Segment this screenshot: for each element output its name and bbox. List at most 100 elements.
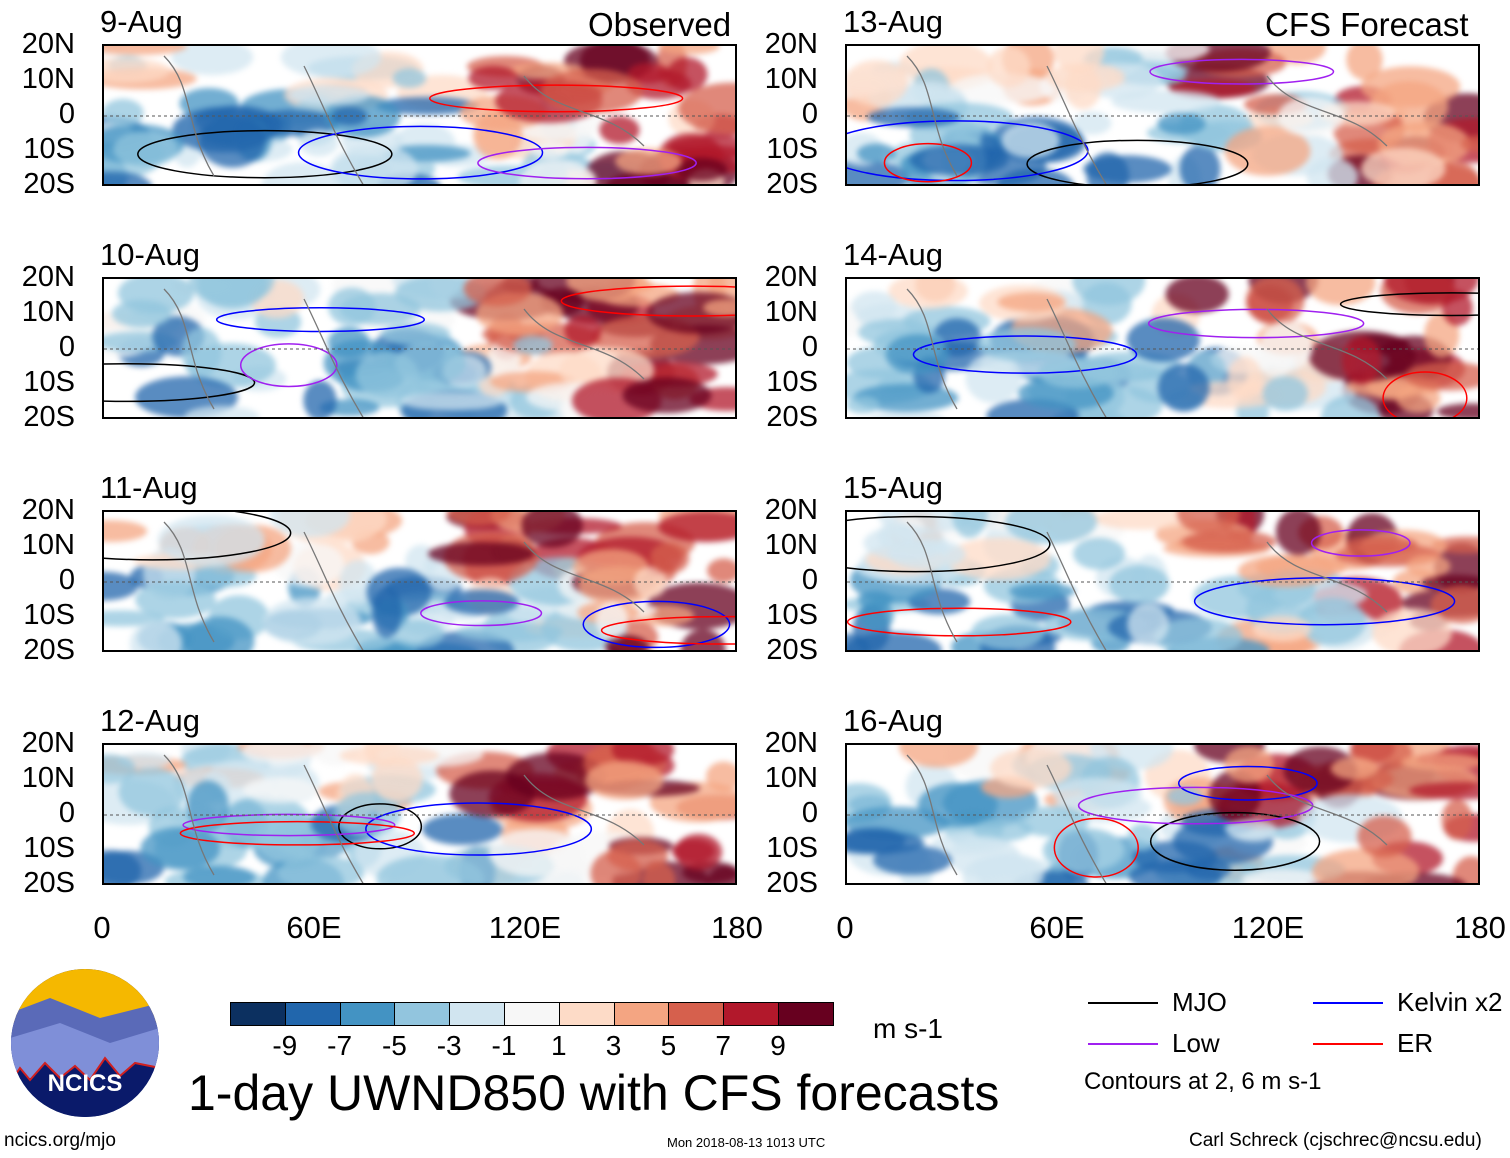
- contour-line: [338, 803, 423, 850]
- wind-anomaly-cell: [449, 770, 535, 818]
- footer-author: Carl Schreck (cjschrec@ncsu.edu): [1189, 1130, 1482, 1151]
- contour-line: [182, 813, 396, 837]
- wind-anomaly-cell: [1037, 356, 1117, 389]
- wind-anomaly-cell: [847, 59, 908, 106]
- wind-anomaly-cell: [997, 292, 1066, 312]
- wind-anomaly-cell: [1408, 781, 1478, 800]
- wind-anomaly-cell: [182, 865, 256, 883]
- wind-anomaly-cell: [241, 745, 314, 765]
- colorbar-swatch: [230, 1002, 286, 1026]
- map-panel: [845, 743, 1480, 885]
- contour-line: [600, 615, 735, 645]
- contour-line: [1149, 58, 1335, 85]
- footer-url[interactable]: ncics.org/mjo: [4, 1130, 116, 1151]
- wind-anomaly-cell: [1154, 617, 1243, 650]
- wind-anomaly-cell: [1395, 383, 1441, 413]
- wind-anomaly-cell: [1165, 279, 1229, 314]
- svg-text:NCICS: NCICS: [48, 1070, 123, 1097]
- wind-anomaly-cell: [140, 827, 221, 870]
- lat-tick-label: 10S: [766, 133, 818, 165]
- wind-anomaly-cell: [327, 327, 370, 358]
- wind-anomaly-cell: [909, 144, 1009, 176]
- wind-anomaly-cell: [531, 141, 570, 159]
- wind-anomaly-cell: [104, 754, 136, 784]
- lon-tick-label: 120E: [488, 910, 562, 945]
- wind-anomaly-cell: [1237, 554, 1335, 588]
- panel-date: 15-Aug: [843, 470, 943, 505]
- contour-line: [104, 362, 256, 403]
- wind-anomaly-cell: [375, 96, 479, 115]
- wind-anomaly-cell: [513, 335, 553, 355]
- wind-anomaly-cell: [1346, 46, 1383, 80]
- map-panel: [845, 44, 1480, 186]
- wind-anomaly-cell: [188, 279, 275, 306]
- lat-tick-label: 0: [58, 797, 75, 829]
- colorbar-tick-label: -7: [327, 1030, 353, 1061]
- wind-anomaly-cell: [1283, 746, 1357, 794]
- wind-anomaly-cell: [707, 558, 735, 583]
- wind-anomaly-cell: [657, 46, 720, 55]
- wind-anomaly-cell: [104, 58, 171, 84]
- colorbar-swatch: [449, 1002, 505, 1026]
- wind-anomaly-cell: [184, 405, 260, 417]
- wind-anomaly-cell: [1320, 395, 1381, 417]
- wind-anomaly-cell: [332, 106, 368, 126]
- wind-anomaly-cell: [1004, 512, 1098, 544]
- wind-anomaly-cell: [104, 46, 187, 56]
- wind-anomaly-cell: [898, 745, 978, 768]
- wind-anomaly-cell: [1224, 126, 1311, 176]
- colorbar-tick-label: -3: [436, 1030, 462, 1061]
- lat-tick-label: 0: [801, 564, 818, 596]
- wind-anomaly-cell: [376, 854, 485, 883]
- wind-anomaly-cell: [104, 571, 139, 601]
- coastline: [906, 754, 1388, 883]
- wind-anomaly-cell: [847, 160, 910, 184]
- wind-anomaly-cell: [1441, 799, 1473, 840]
- wind-anomaly-cell: [288, 84, 370, 106]
- lat-tick-label: 10N: [764, 529, 818, 561]
- wind-anomaly-cell: [859, 601, 894, 632]
- wind-anomaly-cell: [987, 46, 1031, 88]
- footer-timestamp: Mon 2018-08-13 1013 UTC: [667, 1135, 826, 1150]
- colorbar-tick-label: 5: [660, 1030, 677, 1061]
- wind-anomaly-cell: [1179, 145, 1221, 184]
- panel-date: 10-Aug: [100, 237, 200, 272]
- coastline: [163, 754, 645, 883]
- colorbar-tick-label: -9: [272, 1030, 298, 1061]
- legend-label: MJO: [1172, 987, 1227, 1017]
- lat-tick-label: 20N: [764, 28, 818, 60]
- lat-tick-label: 20N: [764, 494, 818, 526]
- lat-tick-label: 10S: [766, 599, 818, 631]
- wind-anomaly-cell: [1001, 122, 1060, 159]
- wind-anomaly-cell: [564, 315, 602, 346]
- lat-tick-label: 10N: [21, 529, 75, 561]
- figure-title: 1-day UWND850 with CFS forecasts: [188, 1065, 1000, 1121]
- wind-anomaly-cell: [1306, 157, 1358, 184]
- contour-line: [137, 129, 393, 179]
- lat-tick-label: 10N: [21, 63, 75, 95]
- wind-anomaly-cell: [1360, 66, 1461, 108]
- lat-tick-label: 0: [58, 98, 75, 130]
- wind-anomaly-cell: [118, 767, 186, 817]
- wind-anomaly-cell: [392, 68, 427, 88]
- observed-title: Observed: [588, 6, 732, 43]
- lat-tick-label: 10S: [23, 599, 75, 631]
- colorbar-tick-label: 9: [770, 1030, 786, 1061]
- wind-anomaly-cell: [990, 748, 1072, 789]
- lat-tick-label: 0: [801, 797, 818, 829]
- units-label: m s-1: [873, 1013, 943, 1044]
- map-panel: [845, 510, 1480, 652]
- contour-line: [477, 146, 697, 180]
- lat-tick-label: 0: [801, 331, 818, 363]
- contour-line: [297, 125, 544, 180]
- wind-anomaly-cell: [1437, 403, 1478, 417]
- wind-anomaly-cell: [1277, 96, 1345, 137]
- wind-anomaly-cell: [680, 629, 726, 650]
- wind-anomaly-cell: [339, 745, 440, 766]
- lat-tick-label: 20N: [21, 28, 75, 60]
- wind-anomaly-cell: [871, 411, 943, 417]
- wind-anomaly-cell: [658, 512, 735, 543]
- wind-anomaly-cell: [1452, 856, 1478, 883]
- wind-anomaly-cell: [446, 512, 511, 526]
- wind-anomaly-cell: [263, 597, 361, 646]
